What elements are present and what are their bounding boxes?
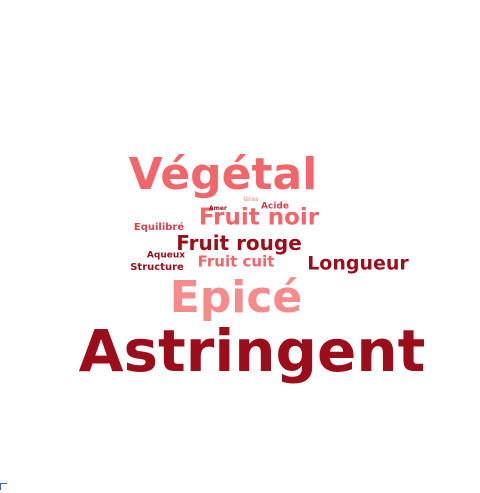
word-fruit-rouge: Fruit rouge bbox=[176, 231, 302, 255]
word-epice: Epicé bbox=[169, 272, 303, 323]
word-longueur: Longueur bbox=[307, 252, 409, 275]
corner-marker bbox=[0, 483, 7, 490]
word-astringent: Astringent bbox=[78, 317, 426, 385]
word-structure: Structure bbox=[130, 262, 184, 273]
word-vegetal: Végétal bbox=[128, 149, 318, 200]
word-fruit-noir: Fruit noir bbox=[198, 204, 320, 231]
word-aqueux: Aqueux bbox=[146, 250, 186, 261]
word-acide: Acide bbox=[261, 201, 289, 212]
word-amer: Amer bbox=[209, 205, 227, 212]
word-equilibre: Equilibré bbox=[133, 222, 185, 233]
word-gras: Gras bbox=[243, 196, 259, 203]
word-fruit-cuit: Fruit cuit bbox=[197, 252, 275, 271]
